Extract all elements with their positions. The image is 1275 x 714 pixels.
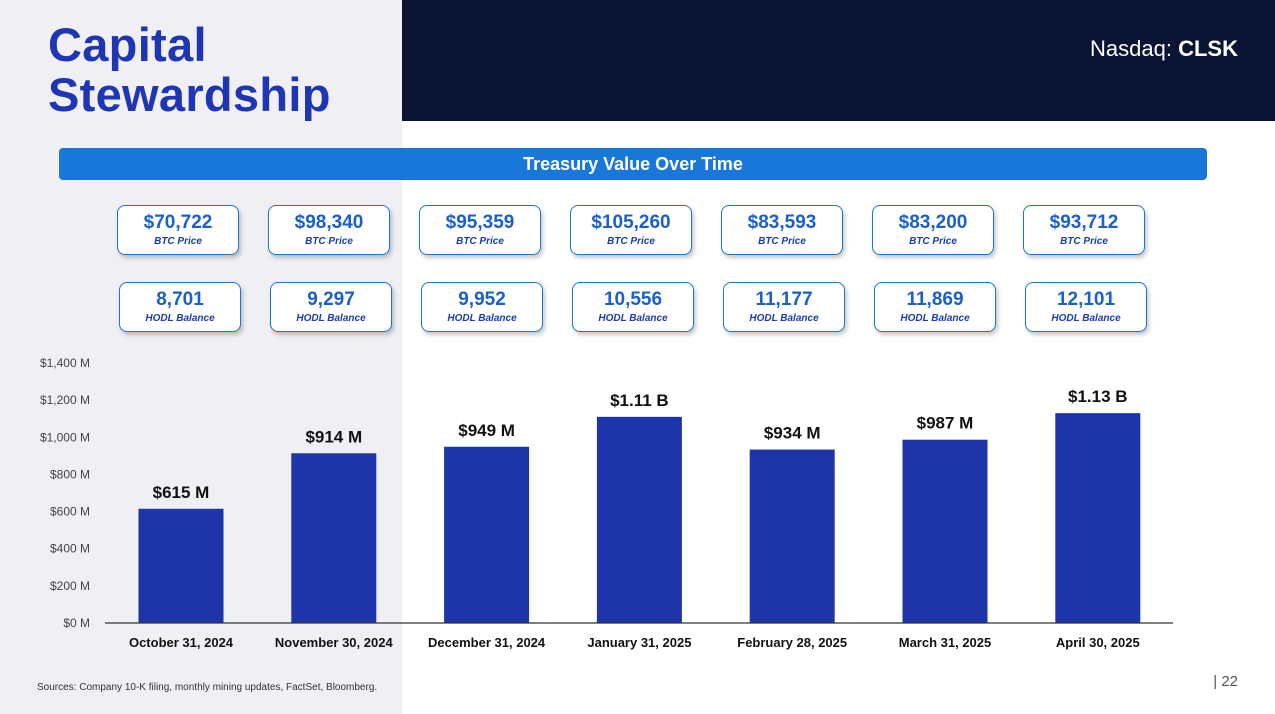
x-category-label: November 30, 2024: [275, 635, 394, 650]
bar: [596, 416, 682, 623]
ticker-prefix: Nasdaq:: [1090, 36, 1179, 61]
x-category-label: March 31, 2025: [899, 635, 992, 650]
page-title-line-1: Capital: [48, 18, 207, 71]
btc-price-value: $83,593: [747, 212, 817, 233]
btc-price-card: $93,712 BTC Price: [1023, 205, 1145, 255]
hodl-balance-value: 11,177: [755, 289, 813, 310]
page-title-line-2: Stewardship: [48, 68, 331, 121]
ticker-symbol: CLSK: [1178, 36, 1238, 61]
header-band: [402, 0, 1275, 121]
hodl-balance-card: 11,177 HODL Balance: [723, 282, 845, 332]
btc-price-label: BTC Price: [909, 236, 957, 247]
hodl-balance-value: 10,556: [603, 289, 663, 310]
hodl-balance-label: HODL Balance: [296, 313, 366, 324]
hodl-balance-label: HODL Balance: [447, 313, 517, 324]
btc-price-label: BTC Price: [305, 236, 353, 247]
x-category-label: April 30, 2025: [1056, 635, 1140, 650]
page-number: | 22: [1213, 673, 1238, 690]
page-title: Capital Stewardship: [48, 20, 398, 120]
btc-price-value: $98,340: [294, 212, 364, 233]
hodl-balance-value: 11,869: [906, 289, 964, 310]
bar-data-label: $934 M: [764, 424, 821, 443]
btc-price-value: $83,200: [898, 212, 968, 233]
btc-price-card: $70,722 BTC Price: [117, 205, 239, 255]
y-tick-label: $0 M: [63, 616, 90, 630]
y-tick-label: $1,000 M: [40, 430, 90, 444]
bar: [749, 449, 835, 623]
bar-data-label: $914 M: [305, 427, 362, 446]
bar: [291, 453, 377, 623]
x-category-label: February 28, 2025: [737, 635, 847, 650]
x-category-label: January 31, 2025: [587, 635, 691, 650]
y-tick-label: $800 M: [50, 467, 90, 481]
y-tick-label: $200 M: [50, 579, 90, 593]
hodl-balance-card: 12,101 HODL Balance: [1025, 282, 1147, 332]
bar-data-label: $1.11 B: [610, 391, 669, 410]
bar: [902, 439, 988, 623]
x-category-label: December 31, 2024: [428, 635, 546, 650]
btc-price-label: BTC Price: [607, 236, 655, 247]
hodl-balance-card: 9,952 HODL Balance: [421, 282, 543, 332]
btc-price-value: $93,712: [1049, 212, 1119, 233]
hodl-balance-value: 9,297: [307, 289, 355, 310]
hodl-balance-card: 10,556 HODL Balance: [572, 282, 694, 332]
y-tick-label: $600 M: [50, 505, 90, 519]
btc-price-value: $95,359: [445, 212, 515, 233]
btc-price-label: BTC Price: [456, 236, 504, 247]
hodl-balance-label: HODL Balance: [900, 313, 970, 324]
sources-footnote: Sources: Company 10-K filing, monthly mi…: [37, 682, 378, 693]
hodl-balance-label: HODL Balance: [145, 313, 215, 324]
bar-data-label: $1.13 B: [1068, 387, 1128, 406]
x-category-label: October 31, 2024: [129, 635, 234, 650]
btc-price-label: BTC Price: [1060, 236, 1108, 247]
hodl-balance-card: 9,297 HODL Balance: [270, 282, 392, 332]
bar: [138, 508, 224, 623]
bar-data-label: $987 M: [917, 414, 974, 433]
hodl-balance-value: 12,101: [1056, 289, 1116, 310]
hodl-balance-value: 8,701: [156, 289, 204, 310]
bar-data-label: $949 M: [458, 421, 515, 440]
btc-price-card: $98,340 BTC Price: [268, 205, 390, 255]
hodl-balance-label: HODL Balance: [1051, 313, 1121, 324]
bar: [1055, 413, 1141, 623]
btc-price-value: $70,722: [143, 212, 213, 233]
ticker-label: Nasdaq: CLSK: [1090, 36, 1238, 62]
btc-price-label: BTC Price: [154, 236, 202, 247]
section-title-bar: Treasury Value Over Time: [59, 148, 1207, 180]
btc-price-value: $105,260: [591, 212, 671, 233]
btc-price-card: $83,200 BTC Price: [872, 205, 994, 255]
treasury-bar-chart: $0 M $200 M $400 M $600 M $800 M $1,000 M $1,2…: [40, 356, 1173, 650]
bar-data-label: $615 M: [153, 483, 210, 502]
btc-price-card: $95,359 BTC Price: [419, 205, 541, 255]
bar: [444, 446, 530, 623]
y-tick-label: $400 M: [50, 542, 90, 556]
hodl-balance-label: HODL Balance: [598, 313, 668, 324]
hodl-balance-value: 9,952: [458, 289, 506, 310]
hodl-balance-card: 11,869 HODL Balance: [874, 282, 996, 332]
y-tick-label: $1,400 M: [40, 356, 90, 370]
hodl-balance-label: HODL Balance: [749, 313, 819, 324]
btc-price-label: BTC Price: [758, 236, 806, 247]
y-tick-label: $1,200 M: [40, 393, 90, 407]
btc-price-card: $105,260 BTC Price: [570, 205, 692, 255]
hodl-balance-card: 8,701 HODL Balance: [119, 282, 241, 332]
btc-price-card: $83,593 BTC Price: [721, 205, 843, 255]
